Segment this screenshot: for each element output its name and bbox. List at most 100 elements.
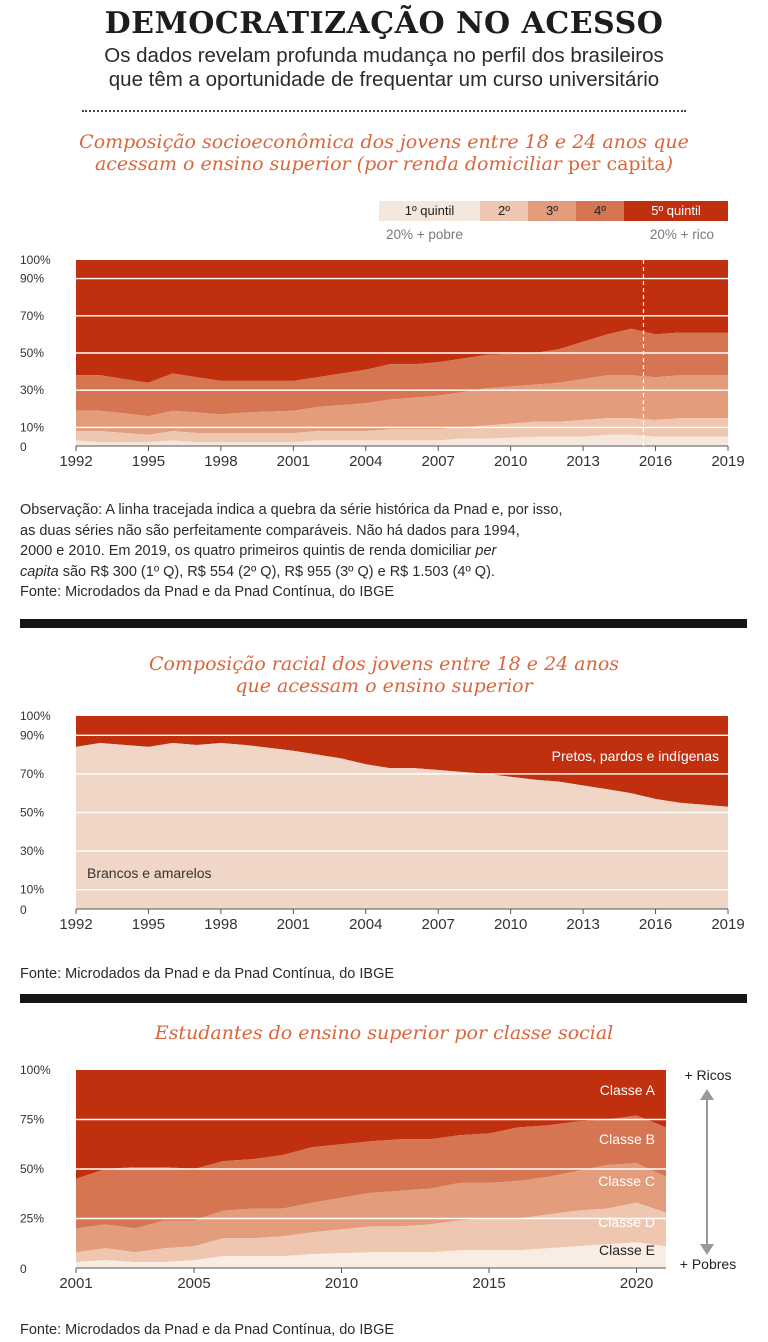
chart2-xtick-label-4: 2004 [349,916,382,933]
chart1-ytick-label-1: 90% [20,272,44,286]
chart1-title-text-c: ) [665,153,674,175]
chart1-note: Observação: A linha tracejada indica a q… [20,500,680,603]
chart3-xtick-label-3: 2015 [472,1275,505,1292]
chart3-label-classe-c: Classe C [598,1173,655,1189]
chart1-xtick-label-5: 2007 [422,453,455,470]
chart2-ytick-label-4: 30% [20,844,44,858]
chart1-xtick-label-0: 1992 [59,453,92,470]
chart2-series-1 [76,743,728,909]
subtitle-line-1: Os dados revelam profunda mudança no per… [104,44,664,67]
chart2-xtick-label-2: 1998 [204,916,237,933]
chart1-note-line-3: 2000 e 2010. Em 2019, os quatro primeiro… [20,541,680,562]
legend-q1-label: 1º quintil [404,203,455,218]
chart2-xtick-label-9: 2019 [711,916,744,933]
chart3-label-classe-a: Classe A [600,1082,656,1098]
chart2-series-2 [76,716,728,807]
legend-q1: 1º quintil [379,201,480,221]
chart1-title: Composição socioeconômica dos jovens ent… [0,131,768,175]
chart3-ytick-label-3: 25% [20,1212,44,1226]
chart3-label-rich: + Ricos [684,1067,731,1083]
legend-q4: 4º [576,201,624,221]
chart3-series-5 [76,1070,666,1179]
chart1-source: Fonte: Microdados da Pnad e da Pnad Cont… [20,584,395,600]
chart3-title: Estudantes do ensino superior por classe… [154,1022,614,1044]
chart1-xtick-label-4: 2004 [349,453,382,470]
chart2-xtick-label-7: 2013 [566,916,599,933]
section-divider-1 [20,619,747,628]
chart1-legend: 1º quintil 2º 3º 4º 5º quintil 20% + pob… [379,201,728,247]
chart2-title: Composição racial dos jovens entre 18 e … [0,653,768,697]
chart1-ytick-label-3: 50% [20,346,44,360]
chart3-xtick-label-2: 2010 [325,1275,358,1292]
chart3-series-3 [76,1163,666,1253]
chart3-arrow-up-icon [700,1089,714,1100]
chart2-xtick-label-1: 1995 [132,916,165,933]
chart1-ytick-label-0: 100% [20,253,51,267]
chart2-xtick-label-8: 2016 [639,916,672,933]
chart3-series-1 [76,1242,666,1268]
chart3-source: Fonte: Microdados da Pnad e da Pnad Cont… [20,1322,395,1338]
chart2-racial-area-chart: 100% 90% 70% 50% 30% 10% 0 1992 1995 1998 2001 2004… [20,709,745,933]
chart1-note-capita: capita [20,563,59,580]
chart2-ytick-label-6: 0 [20,903,27,917]
chart1-series-1 [76,434,728,446]
chart1-xtick-label-6: 2010 [494,453,527,470]
legend-poor-note: 20% + pobre [386,227,463,242]
chart1-xtick-label-2: 1998 [204,453,237,470]
chart3-social-class-area-chart: 100% 75% 50% 25% 0 2001 2005 2010 2015 2020 Classe… [20,1063,736,1292]
chart2-ytick-label-3: 50% [20,806,44,820]
chart1-note-line-4: capita são R$ 300 (1º Q), R$ 554 (2º Q),… [20,562,680,583]
chart2-source: Fonte: Microdados da Pnad e da Pnad Cont… [20,966,395,982]
section-divider-2 [20,994,747,1003]
chart1-ytick-label-5: 10% [20,420,44,434]
chart1-note-line-3-text: 2000 e 2010. Em 2019, os quatro primeiro… [20,543,476,559]
chart1-series-5 [76,260,728,383]
legend-q5-label: 5º quintil [651,203,701,218]
chart3-ytick-label-1: 75% [20,1113,44,1127]
chart3-xtick-label-1: 2005 [177,1275,210,1292]
chart1-xtick-label-3: 2001 [277,453,310,470]
chart1-note-line-1: Observação: A linha tracejada indica a q… [20,502,563,518]
legend-q2: 2º [480,201,528,221]
chart1-xtick-label-9: 2019 [711,453,744,470]
chart1-xtick-label-1: 1995 [132,453,165,470]
chart2-title-line-2: que acessam o ensino superior [235,675,533,697]
chart3-label-classe-e: Classe E [599,1242,655,1258]
chart3-series-2 [76,1202,666,1263]
chart2-label-brancos-amarelos: Brancos e amarelos [87,865,212,881]
chart2-ytick-label-5: 10% [20,883,44,897]
legend-q3: 3º [528,201,576,221]
chart1-xtick-label-7: 2013 [566,453,599,470]
chart3-ytick-label-4: 0 [20,1262,27,1276]
chart1-note-line-4-text: são R$ 300 (1º Q), R$ 554 (2º Q), R$ 955… [58,563,495,580]
chart1-title-line-1: Composição socioeconômica dos jovens ent… [79,131,689,153]
dotted-divider [82,110,686,112]
legend-rich-note: 20% + rico [649,227,714,242]
chart2-xtick-label-3: 2001 [277,916,310,933]
chart1-note-line-2: as duas séries não são perfeitamente com… [20,522,520,539]
chart2-label-pretos-pardos-indigenas: Pretos, pardos e indígenas [552,748,719,764]
chart3-arrow-down-icon [700,1244,714,1255]
chart1-note-per: per [475,543,497,559]
chart1-ytick-label-6: 0 [20,440,27,454]
chart1-ytick-label-2: 70% [20,309,44,323]
chart1-title-text-a: acessam o ensino superior (por renda dom… [94,153,568,175]
chart1-ytick-label-4: 30% [20,383,44,397]
legend-q4-label: 4º [594,203,606,218]
chart3-label-poor: + Pobres [680,1256,736,1272]
chart1-title-line-2: acessam o ensino superior (por renda dom… [0,153,768,175]
chart1-series-2 [76,418,728,443]
chart2-xtick-label-0: 1992 [59,916,92,933]
chart3-ytick-label-2: 50% [20,1162,44,1176]
page-subtitle: Os dados revelam profunda mudança no per… [0,44,768,92]
chart3-xtick-label-4: 2020 [620,1275,653,1292]
chart2-xtick-label-5: 2007 [422,916,455,933]
chart3-label-classe-b: Classe B [599,1131,655,1147]
chart3-ytick-label-0: 100% [20,1063,51,1077]
chart2-title-line-1: Composição racial dos jovens entre 18 e … [148,653,620,675]
subtitle-line-2: que têm a oportunidade de frequentar um … [108,68,660,91]
chart2-ytick-label-2: 70% [20,767,44,781]
chart2-xtick-label-6: 2010 [494,916,527,933]
chart1-socioeconomic-area-chart: 100% 90% 70% 50% 30% 10% 0 1992 1995 1998 2001 2004… [20,253,745,470]
legend-q2-label: 2º [498,203,510,218]
